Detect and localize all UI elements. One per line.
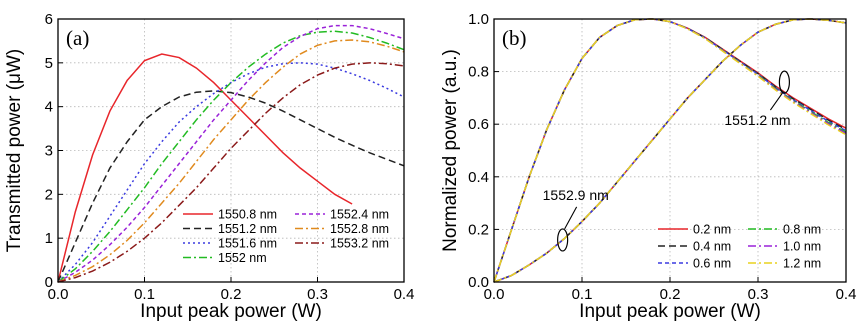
y-tick-label: 1 [45,230,53,247]
x-tick-label: 0.4 [394,286,415,303]
legend-item: 1552.8 nm [295,222,389,236]
grid-a [58,19,404,282]
y-tick-label: 0.0 [468,274,489,291]
legend-item: 1550.8 nm [183,208,277,222]
y-tick-label: 0.2 [468,221,489,238]
annotation-label: 1552.9 nm [543,187,609,203]
x-tick-label: 0.4 [836,286,857,303]
annotation-label: 1551.2 nm [724,112,790,128]
y-tick-label: 4 [45,99,53,116]
legend-item: 1552 nm [183,251,267,265]
x-tick-label: 0.1 [134,286,155,303]
x-tick-label: 0.0 [48,286,69,303]
legend-item: 1.0 nm [748,240,821,254]
legend-label: 1550.8 nm [218,208,277,222]
panel-label-a: (a) [66,26,89,50]
x-tick-label: 0.2 [221,286,242,303]
y-tick-label: 1.0 [468,11,489,28]
x-tick-label: 0.3 [307,286,328,303]
series-line [57,30,405,283]
curves-a [57,24,405,283]
x-tick-label: 0.1 [572,286,593,303]
legend-item: 1.2 nm [748,257,821,271]
legend-item: 0.6 nm [658,257,731,271]
legend-b: 0.2 nm 0.4 nm 0.6 nm 0.8 nm 1.0 nm 1.2 nm [658,223,821,271]
legend-label: 1553.2 nm [330,237,389,251]
x-tick-label: 0.0 [484,286,505,303]
annotation-leader [564,206,578,230]
series-line [57,62,405,283]
annotations-b: 1551.2 nm 1552.9 nm [543,70,791,252]
ticks-b: 0.0 0.1 0.2 0.3 0.4 0.0 0.2 0.4 0.6 0.8 1.0 [468,11,856,303]
legend-label: 0.6 nm [693,257,731,271]
legend-label: 1552.8 nm [330,222,389,236]
y-tick-label: 5 [45,55,53,72]
annotation-ellipse [778,70,791,94]
legend-item: 1551.6 nm [183,237,277,251]
ticks-a: 0.0 0.1 0.2 0.3 0.4 0 1 2 3 4 5 6 [45,11,415,303]
annotation-leader [769,92,783,111]
y-tick-label: 6 [45,11,53,28]
legend-item: 1551.2 nm [183,222,277,236]
x-tick-label: 0.2 [660,286,681,303]
y-tick-label: 3 [45,143,53,160]
x-tick-label: 0.3 [748,286,769,303]
legend-item: 1553.2 nm [295,237,389,251]
series-line [57,39,405,283]
annotation-ellipse [557,228,569,252]
legend-label: 1.2 nm [783,257,821,271]
x-axis-label-a: Input peak power (W) [140,301,322,322]
series-line [57,90,405,283]
y-axis-label-a: Transmitted power (μW) [4,49,25,252]
x-axis-label-b: Input peak power (W) [579,301,761,322]
series-line [57,53,353,283]
legend-label: 1551.6 nm [218,237,277,251]
legend-label: 1.0 nm [783,240,821,254]
y-tick-label: 0.4 [468,169,489,186]
series-line-1551-2 [493,18,847,283]
legend-item: 0.8 nm [748,223,821,237]
y-tick-label: 0.8 [468,64,489,81]
series-line [57,24,405,283]
y-axis-label-b: Normalized power (a.u.) [440,49,461,252]
legend-item: 1552.4 nm [295,208,389,222]
legend-label: 1551.2 nm [218,222,277,236]
legend-item: 0.4 nm [658,240,731,254]
y-tick-label: 0.6 [468,116,489,133]
series-line-1552-9 [493,18,847,283]
legend-label: 0.2 nm [693,223,731,237]
legend-label: 0.4 nm [693,240,731,254]
legend-item: 0.2 nm [658,223,731,237]
legend-label: 0.8 nm [783,223,821,237]
panel-a: 0.0 0.1 0.2 0.3 0.4 0 1 2 3 4 5 6 (a) Input peak po… [4,11,414,322]
legend-label: 1552.4 nm [330,208,389,222]
y-tick-label: 2 [45,186,53,203]
curves-b [493,18,847,283]
panel-label-b: (b) [502,26,527,50]
panel-b: 0.0 0.1 0.2 0.3 0.4 0.0 0.2 0.4 0.6 0.8 1.0 (b) In… [440,11,856,322]
legend-label: 1552 nm [218,251,267,265]
y-tick-label: 0 [45,274,53,291]
